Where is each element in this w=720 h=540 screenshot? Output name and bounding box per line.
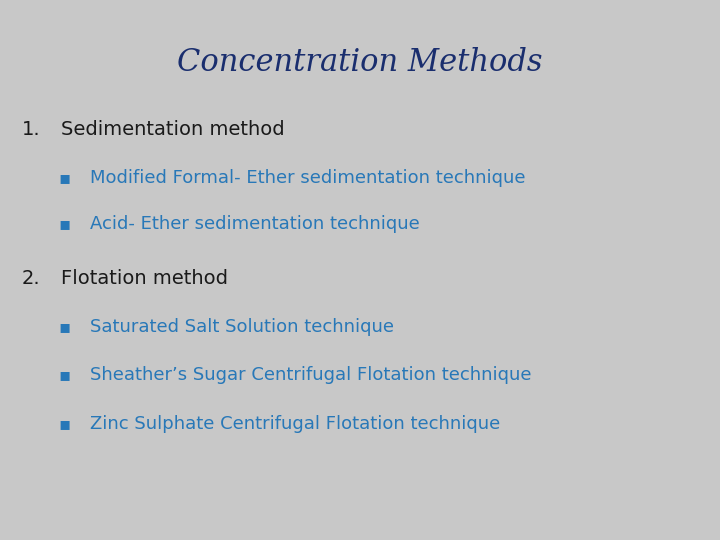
Text: Sedimentation method: Sedimentation method [61, 120, 285, 139]
Text: ▪: ▪ [58, 318, 71, 336]
Text: ▪: ▪ [58, 415, 71, 433]
Text: Sheather’s Sugar Centrifugal Flotation technique: Sheather’s Sugar Centrifugal Flotation t… [90, 366, 531, 384]
Text: Flotation method: Flotation method [61, 268, 228, 288]
Text: 1.: 1. [22, 120, 40, 139]
Text: 2.: 2. [22, 268, 40, 288]
Text: Concentration Methods: Concentration Methods [177, 46, 543, 78]
Text: ▪: ▪ [58, 169, 71, 187]
Text: ▪: ▪ [58, 215, 71, 233]
Text: Modified Formal- Ether sedimentation technique: Modified Formal- Ether sedimentation tec… [90, 169, 526, 187]
Text: Saturated Salt Solution technique: Saturated Salt Solution technique [90, 318, 394, 336]
Text: Zinc Sulphate Centrifugal Flotation technique: Zinc Sulphate Centrifugal Flotation tech… [90, 415, 500, 433]
Text: ▪: ▪ [58, 366, 71, 384]
Text: Acid- Ether sedimentation technique: Acid- Ether sedimentation technique [90, 215, 420, 233]
